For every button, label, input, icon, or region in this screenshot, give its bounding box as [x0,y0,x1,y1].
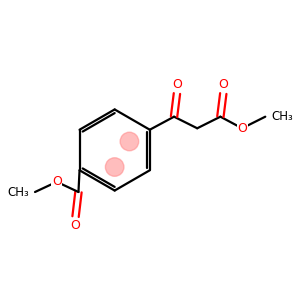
Text: O: O [70,219,80,232]
Circle shape [105,158,124,176]
Text: O: O [218,78,228,91]
Circle shape [120,132,139,151]
Text: O: O [238,122,247,135]
Text: O: O [172,78,182,91]
Text: O: O [52,176,62,188]
Text: CH₃: CH₃ [272,110,293,123]
Text: CH₃: CH₃ [7,186,28,199]
